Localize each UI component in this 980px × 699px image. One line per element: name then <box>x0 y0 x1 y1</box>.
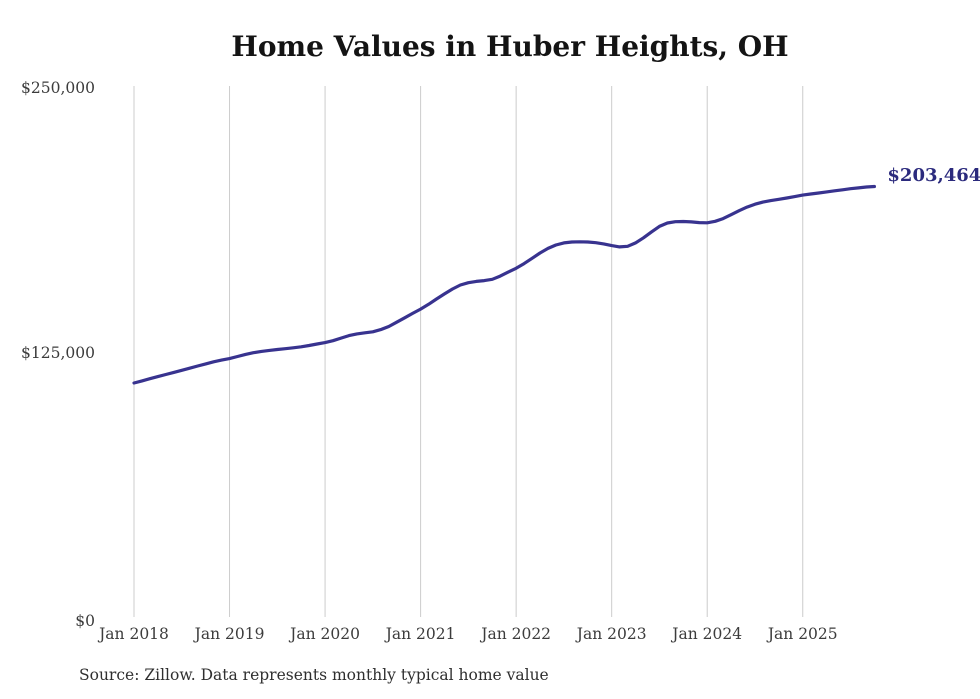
y-tick-250000: $250,000 <box>21 79 95 97</box>
x-tick-jan-2018: Jan 2018 <box>99 625 169 643</box>
x-tick-jan-2024: Jan 2024 <box>672 625 743 643</box>
x-tick-jan-2022: Jan 2022 <box>481 625 552 643</box>
home-value-line <box>132 184 876 385</box>
vertical-gridlines <box>133 86 804 617</box>
x-tick-jan-2025: Jan 2025 <box>767 625 838 643</box>
y-tick-125000: $125,000 <box>21 343 95 362</box>
x-tick-jan-2021: Jan 2021 <box>385 625 456 643</box>
x-tick-jan-2023: Jan 2023 <box>576 625 647 643</box>
chart-title: Home Values in Huber Heights, OH <box>231 30 789 63</box>
x-tick-jan-2020: Jan 2020 <box>290 625 360 643</box>
latest-value-label: $203,464 <box>887 165 980 187</box>
y-tick-0: $0 <box>75 612 95 630</box>
x-tick-jan-2019: Jan 2019 <box>194 625 265 643</box>
source-note: Source: Zillow. Data represents monthly … <box>79 666 549 684</box>
